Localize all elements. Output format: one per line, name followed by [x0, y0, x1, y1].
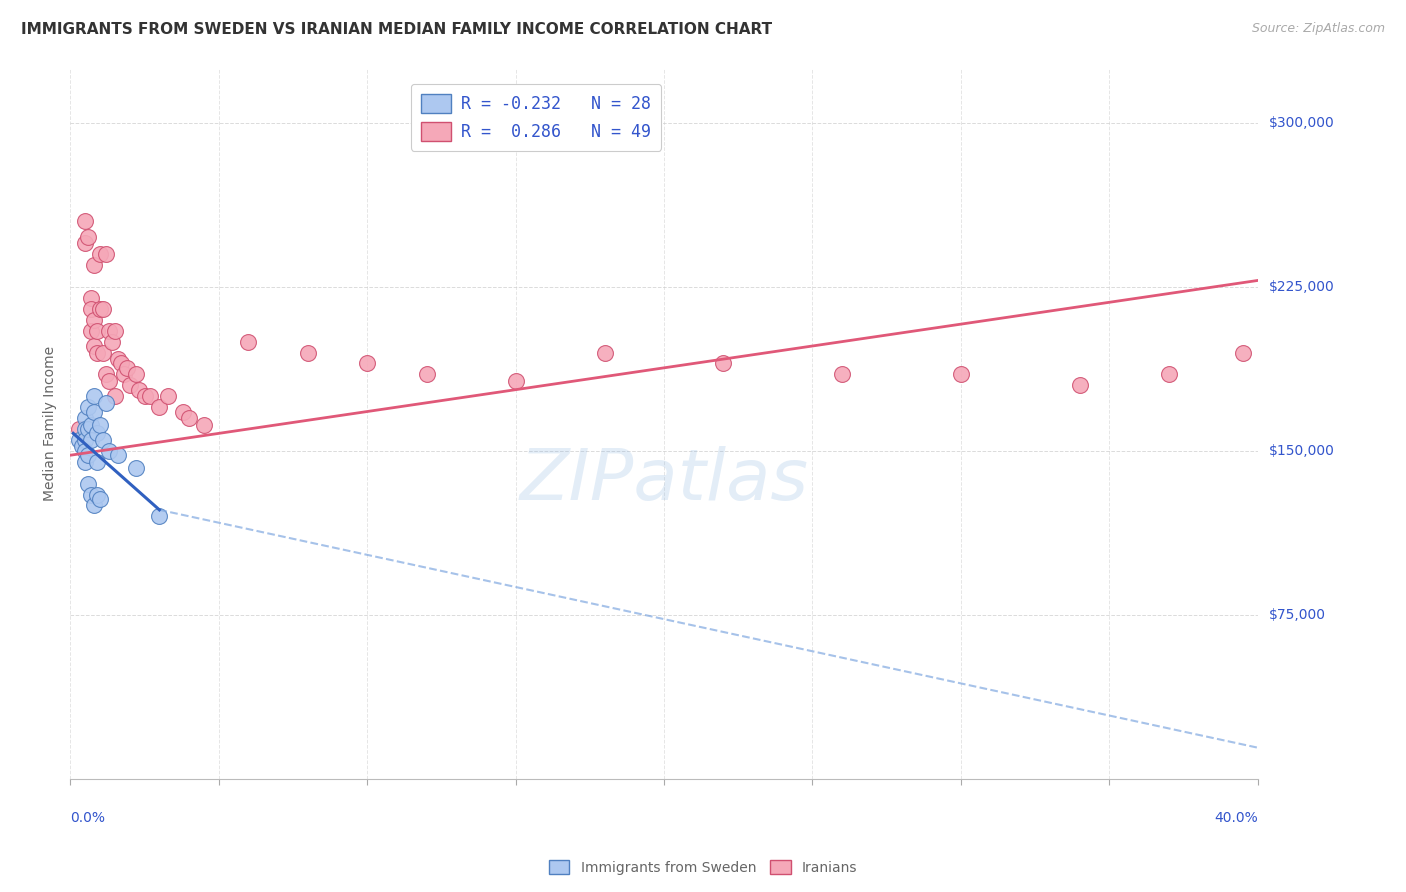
Point — [128, 383, 150, 397]
Point — [80, 433, 103, 447]
Point — [83, 389, 105, 403]
Point — [80, 487, 103, 501]
Point — [83, 258, 105, 272]
Point — [86, 487, 108, 501]
Point — [1157, 368, 1180, 382]
Point — [97, 324, 120, 338]
Text: $75,000: $75,000 — [1268, 607, 1326, 622]
Point — [89, 417, 111, 432]
Point — [77, 229, 100, 244]
Point — [593, 345, 616, 359]
Point — [80, 291, 103, 305]
Point — [91, 433, 114, 447]
Text: 0.0%: 0.0% — [70, 811, 105, 824]
Point — [831, 368, 853, 382]
Point — [193, 417, 215, 432]
Point — [75, 422, 97, 436]
Point — [115, 360, 138, 375]
Text: IMMIGRANTS FROM SWEDEN VS IRANIAN MEDIAN FAMILY INCOME CORRELATION CHART: IMMIGRANTS FROM SWEDEN VS IRANIAN MEDIAN… — [21, 22, 772, 37]
Point — [124, 461, 146, 475]
Point — [83, 312, 105, 326]
Point — [77, 448, 100, 462]
Point — [297, 345, 319, 359]
Point — [75, 411, 97, 425]
Point — [75, 443, 97, 458]
Point — [713, 356, 735, 370]
Point — [107, 448, 129, 462]
Point — [86, 345, 108, 359]
Point — [148, 400, 170, 414]
Point — [124, 368, 146, 382]
Point — [107, 352, 129, 367]
Point — [86, 426, 108, 441]
Point — [86, 455, 108, 469]
Text: $300,000: $300,000 — [1268, 116, 1334, 130]
Point — [118, 378, 141, 392]
Point — [94, 368, 117, 382]
Point — [97, 374, 120, 388]
Point — [77, 400, 100, 414]
Point — [101, 334, 124, 349]
Point — [177, 411, 200, 425]
Text: $225,000: $225,000 — [1268, 280, 1334, 294]
Point — [75, 214, 97, 228]
Point — [1232, 345, 1254, 359]
Point — [80, 301, 103, 316]
Point — [110, 356, 132, 370]
Text: Source: ZipAtlas.com: Source: ZipAtlas.com — [1251, 22, 1385, 36]
Point — [89, 247, 111, 261]
Text: ZIPatlas: ZIPatlas — [520, 446, 808, 515]
Point — [77, 422, 100, 436]
Point — [91, 301, 114, 316]
Point — [86, 324, 108, 338]
Point — [157, 389, 180, 403]
Point — [949, 368, 972, 382]
Point — [104, 389, 127, 403]
Point — [75, 455, 97, 469]
Legend: R = -0.232   N = 28, R =  0.286   N = 49: R = -0.232 N = 28, R = 0.286 N = 49 — [411, 84, 661, 151]
Point — [70, 440, 93, 454]
Point — [238, 334, 260, 349]
Point — [505, 374, 527, 388]
Point — [104, 324, 127, 338]
Point — [77, 476, 100, 491]
Point — [415, 368, 437, 382]
Legend: Immigrants from Sweden, Iranians: Immigrants from Sweden, Iranians — [543, 855, 863, 880]
Point — [148, 509, 170, 524]
Point — [94, 396, 117, 410]
Point — [83, 404, 105, 418]
Point — [97, 443, 120, 458]
Point — [94, 247, 117, 261]
Point — [75, 433, 97, 447]
Point — [356, 356, 378, 370]
Point — [89, 301, 111, 316]
Point — [91, 345, 114, 359]
Point — [112, 368, 135, 382]
Point — [83, 499, 105, 513]
Point — [89, 491, 111, 506]
Point — [172, 404, 194, 418]
Point — [80, 324, 103, 338]
Point — [1069, 378, 1091, 392]
Text: 40.0%: 40.0% — [1213, 811, 1258, 824]
Point — [75, 236, 97, 251]
Point — [80, 417, 103, 432]
Point — [139, 389, 162, 403]
Point — [83, 339, 105, 353]
Point — [67, 422, 90, 436]
Point — [67, 433, 90, 447]
Y-axis label: Median Family Income: Median Family Income — [44, 346, 58, 501]
Point — [134, 389, 156, 403]
Text: $150,000: $150,000 — [1268, 444, 1334, 458]
